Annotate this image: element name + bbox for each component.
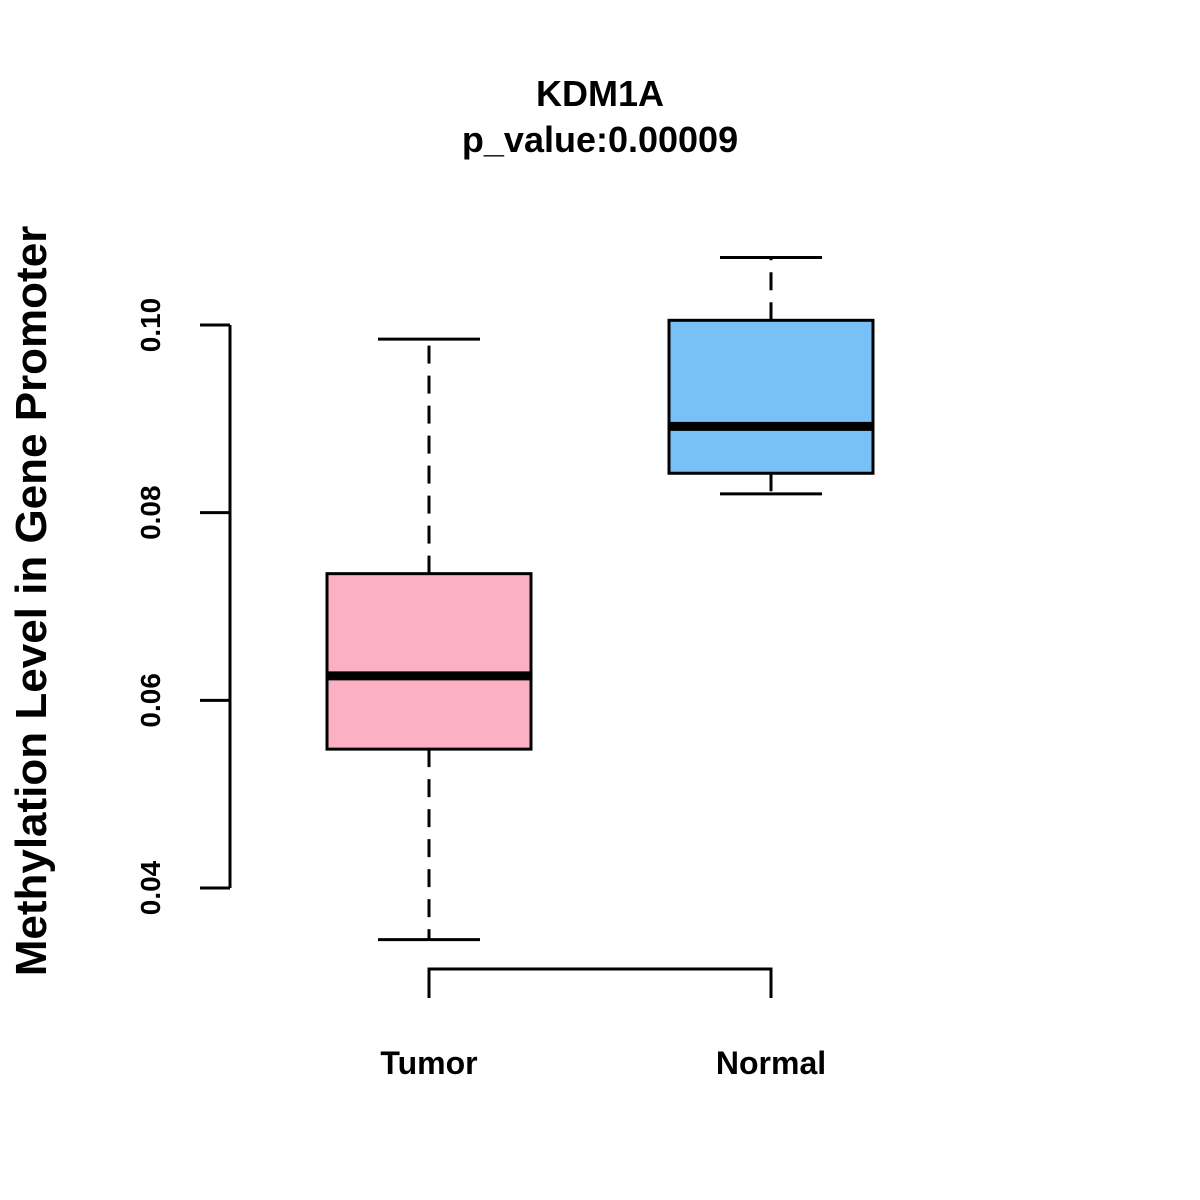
- box-normal: [667, 255, 875, 496]
- x-label-tumor: Tumor: [380, 1045, 477, 1081]
- x-label-normal: Normal: [716, 1045, 826, 1081]
- box-tumor: [325, 337, 533, 942]
- boxes-layer: [325, 255, 875, 942]
- chart-title: KDM1A: [536, 73, 664, 114]
- x-axis-labels: Tumor Normal: [380, 1045, 826, 1081]
- comparison-bracket: [427, 967, 773, 998]
- y-axis-label: Methylation Level in Gene Promoter: [7, 226, 56, 977]
- y-tick-label: 0.08: [135, 485, 166, 540]
- y-tick-label: 0.06: [135, 673, 166, 728]
- y-axis: 0.04 0.06 0.08 0.10: [135, 298, 232, 915]
- iqr-box: [667, 318, 875, 475]
- chart-subtitle: p_value:0.00009: [462, 119, 738, 160]
- y-tick-label: 0.04: [135, 860, 166, 915]
- y-tick-label: 0.10: [135, 298, 166, 353]
- bracket-line: [427, 967, 773, 998]
- iqr-box: [325, 572, 533, 751]
